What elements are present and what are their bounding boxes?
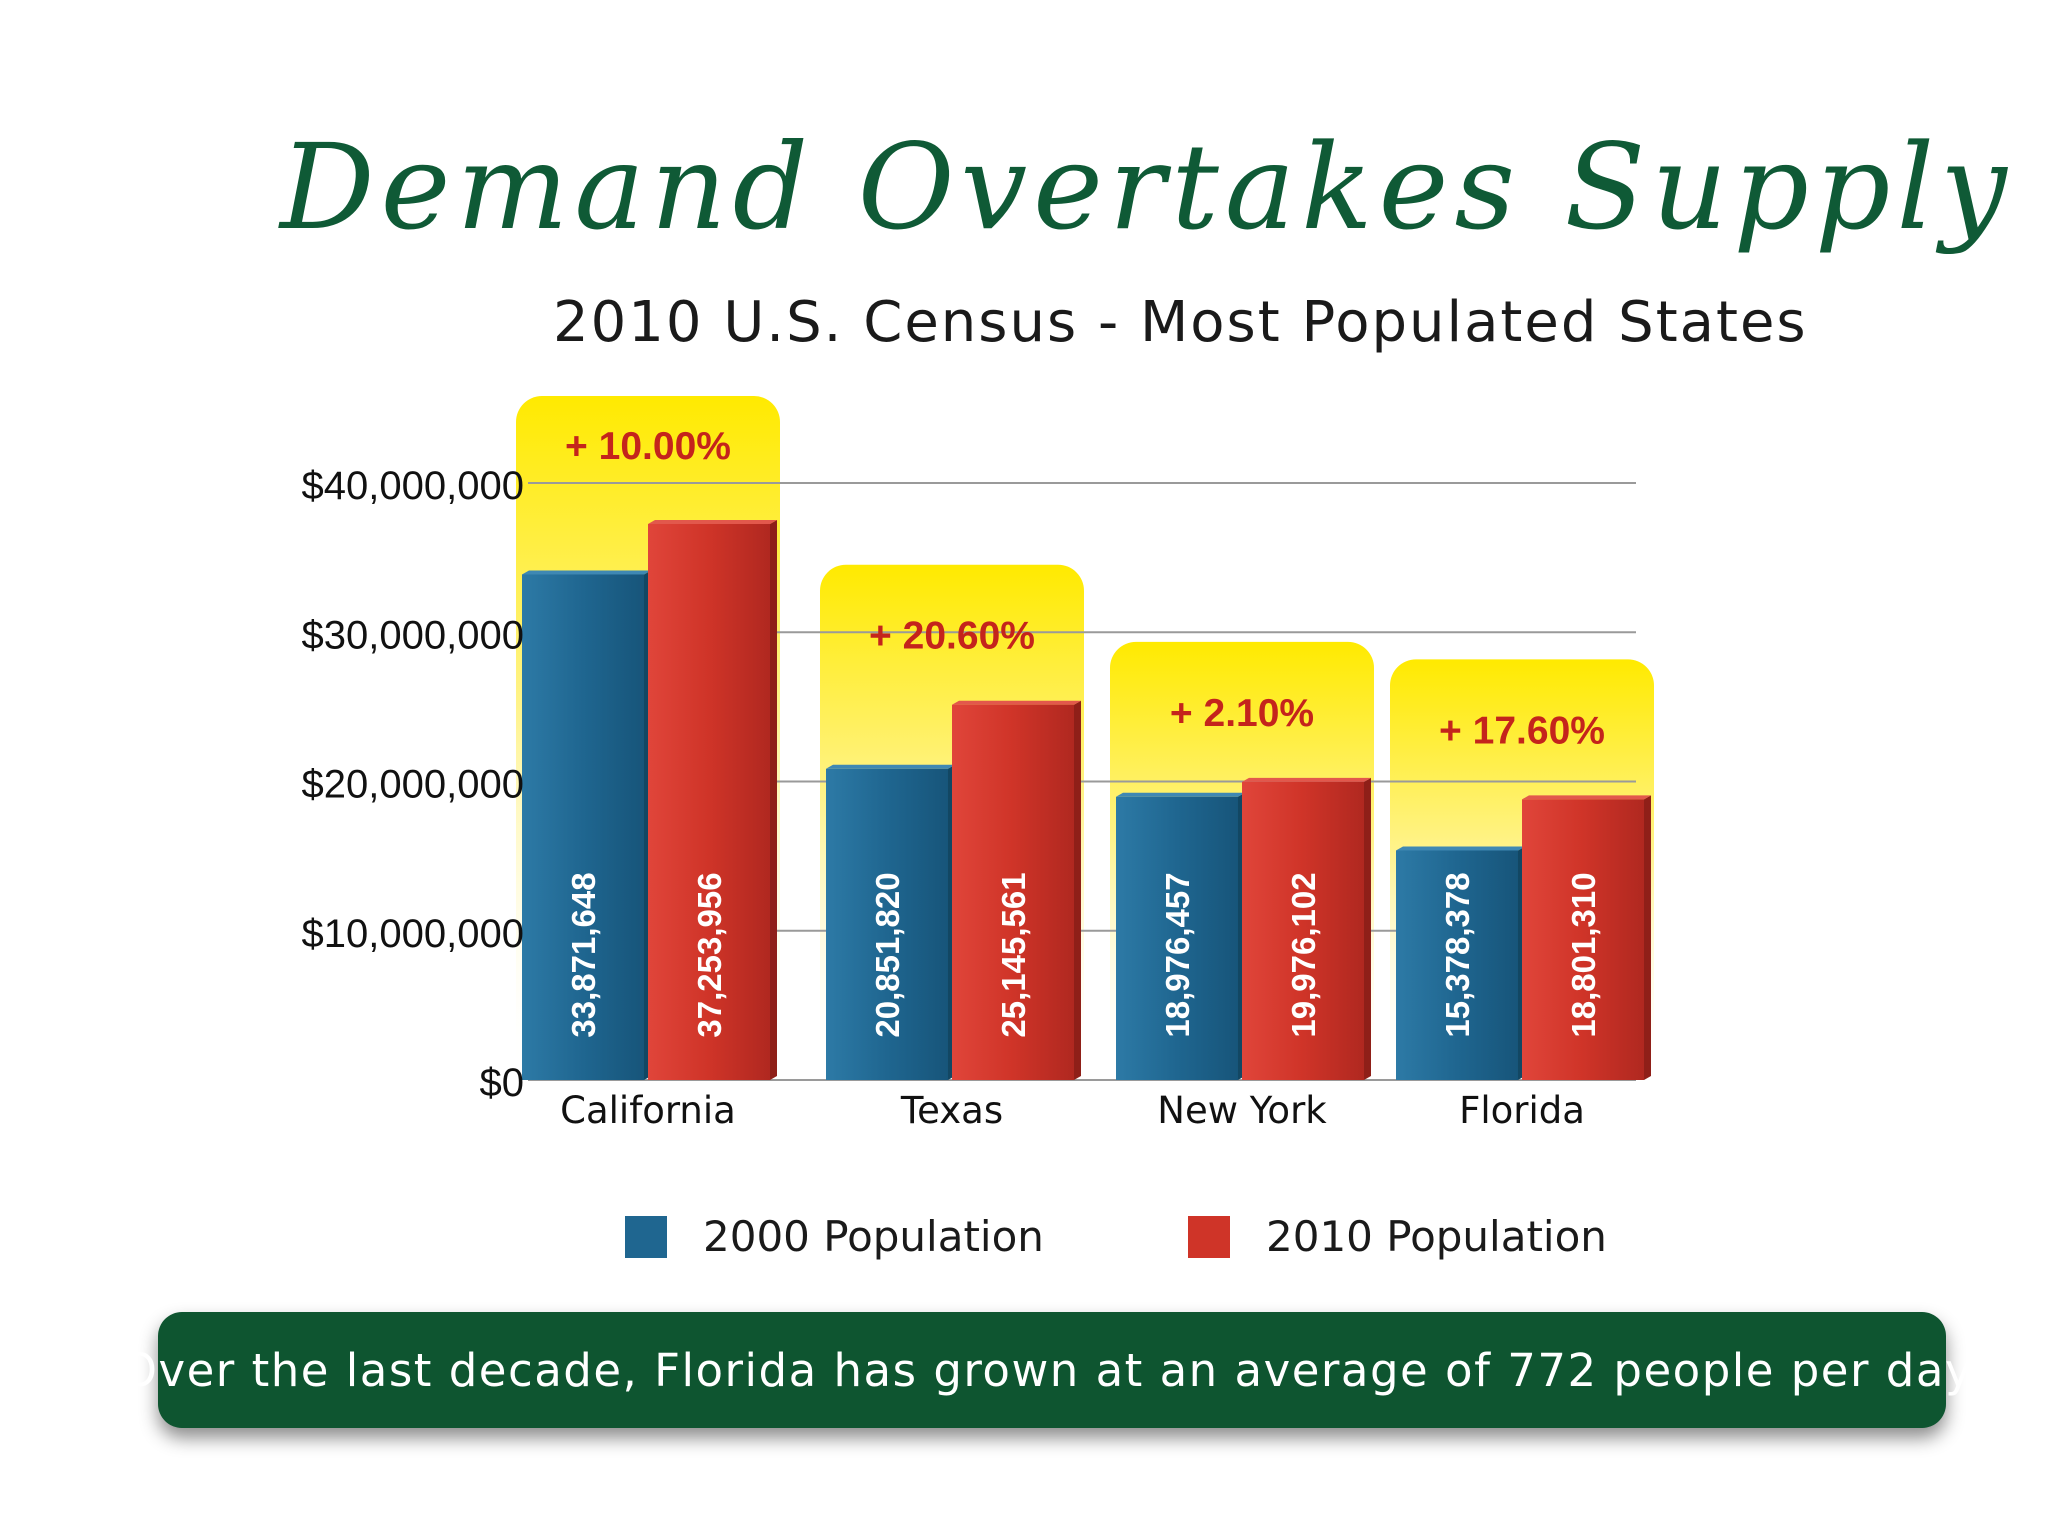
legend-item-2000: 2000 Population — [625, 1212, 1044, 1261]
y-tick-label: $0 — [480, 1061, 525, 1105]
bar-2000-texas — [826, 768, 948, 1080]
bar-top — [1116, 792, 1245, 797]
bar-2000-florida — [1396, 850, 1518, 1080]
bar-side — [1364, 777, 1371, 1080]
bar-top — [1396, 846, 1525, 851]
bar-2010-texas — [952, 704, 1074, 1080]
bar-value-label: 33,871,648 — [565, 872, 602, 1037]
bar-value-label: 19,976,102 — [1285, 872, 1322, 1037]
growth-label: + 2.10% — [1170, 692, 1314, 735]
bar-top — [1522, 795, 1651, 800]
bar-2000-new-york — [1116, 796, 1238, 1080]
bar-value-label: 18,976,457 — [1159, 872, 1196, 1037]
legend-swatch-2010 — [1188, 1215, 1230, 1258]
bar-side — [770, 519, 777, 1080]
legend-item-2010: 2010 Population — [1188, 1212, 1607, 1261]
bar-value-label: 18,801,310 — [1565, 872, 1602, 1037]
bar-2010-california — [648, 523, 770, 1080]
footer-banner: Over the last decade, Florida has grown … — [122, 1312, 1981, 1428]
bar-side — [1074, 700, 1081, 1080]
footer-banner-text: Over the last decade, Florida has grown … — [121, 1343, 1983, 1397]
bar-top — [522, 570, 651, 575]
y-tick-label: $40,000,000 — [302, 464, 524, 508]
bar-chart: $0 $10,000,000 $20,000,000 $30,000,000 $40,0… — [302, 395, 1654, 1132]
bar-side — [1644, 795, 1651, 1080]
growth-label: + 17.60% — [1439, 709, 1605, 752]
bar-value-label: 20,851,820 — [869, 872, 906, 1037]
y-tick-label: $20,000,000 — [302, 763, 524, 807]
category-label: New York — [1157, 1089, 1327, 1132]
growth-label: + 10.00% — [565, 425, 731, 468]
category-label: California — [560, 1089, 736, 1132]
legend-swatch-2000 — [625, 1215, 667, 1258]
bar-top — [826, 764, 955, 769]
legend-label-2010: 2010 Population — [1266, 1212, 1607, 1261]
bar-top — [952, 700, 1081, 705]
bar-value-label: 15,378,378 — [1439, 872, 1476, 1037]
growth-label: + 20.60% — [869, 615, 1035, 658]
bar-2010-florida — [1522, 799, 1644, 1080]
category-label: Florida — [1459, 1089, 1585, 1132]
bar-2000-california — [522, 574, 644, 1080]
bar-top — [648, 519, 777, 524]
category-label: Texas — [900, 1089, 1003, 1132]
y-tick-label: $30,000,000 — [302, 613, 524, 657]
legend-label-2000: 2000 Population — [703, 1212, 1044, 1261]
bar-2010-new-york — [1242, 781, 1364, 1080]
y-tick-label: $10,000,000 — [302, 912, 524, 956]
bar-value-label: 37,253,956 — [691, 872, 728, 1037]
bar-value-label: 25,145,561 — [995, 872, 1032, 1037]
bar-top — [1242, 777, 1371, 782]
chart-subtitle: 2010 U.S. Census - Most Populated States — [553, 290, 1808, 355]
